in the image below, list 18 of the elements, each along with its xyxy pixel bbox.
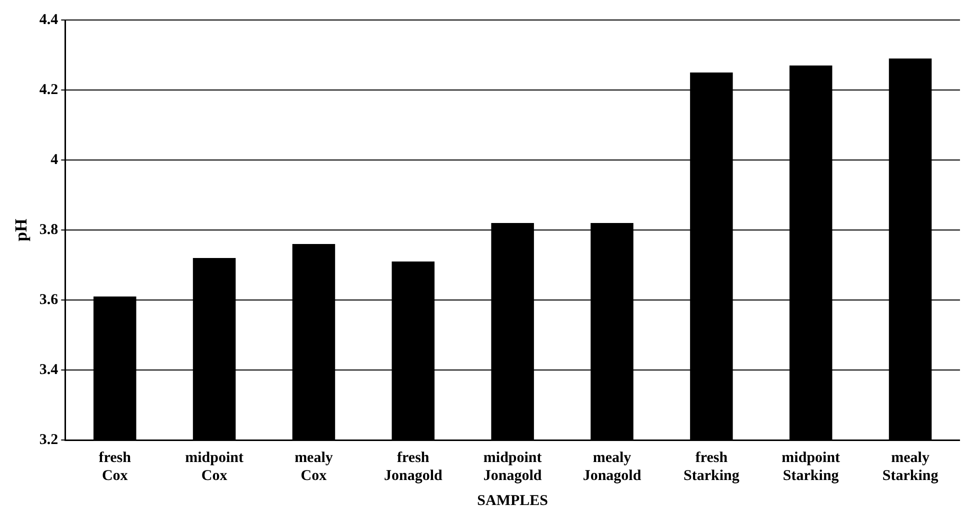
x-tick-label: fresh Cox — [98, 450, 132, 484]
x-tick-label: midpoint Cox — [185, 450, 244, 484]
y-tick-label: 3.2 — [39, 432, 58, 448]
y-tick-label: 4.4 — [39, 12, 59, 28]
x-tick-label: mealy Starking — [882, 450, 939, 484]
y-axis-title: pH — [12, 218, 31, 242]
y-tick-label: 3.6 — [39, 292, 59, 308]
y-tick-label: 4 — [50, 152, 59, 168]
x-tick-label: mealy Jonagold — [582, 450, 642, 484]
x-tick-label: fresh Starking — [684, 450, 740, 484]
x-axis-title: SAMPLES — [477, 492, 548, 509]
x-tick-label: fresh Jonagold — [384, 450, 443, 484]
y-tick-label: 4.2 — [39, 82, 58, 98]
x-tick-label: mealy Cox — [294, 450, 334, 484]
y-tick-label: 3.8 — [39, 222, 58, 238]
y-tick-label: 3.4 — [39, 362, 59, 378]
x-tick-label: midpoint Jonagold — [483, 450, 542, 484]
x-tick-label: midpoint Starking — [782, 450, 840, 484]
